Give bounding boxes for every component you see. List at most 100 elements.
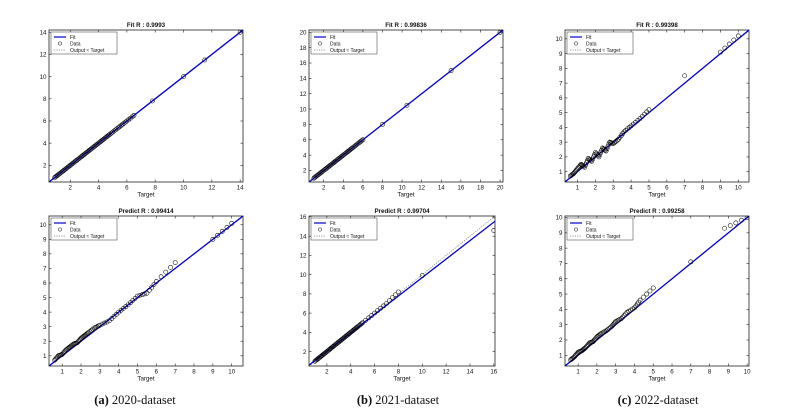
data-point (384, 301, 389, 306)
y-tick-label: 1 (559, 169, 563, 176)
y-tick-label: 8 (559, 66, 563, 73)
data-point (605, 327, 611, 333)
data-point (448, 68, 454, 74)
y-tick-label: 14 (300, 76, 307, 83)
legend-fit-label: Fit (70, 221, 76, 227)
data-point (116, 125, 121, 131)
x-tick-label: 4 (97, 185, 101, 192)
y-tick-label: 7 (559, 261, 563, 268)
data-point (144, 290, 150, 296)
data-point (581, 346, 587, 352)
x-tick-label: 8 (397, 369, 401, 376)
data-point (139, 292, 145, 298)
legend-box (50, 31, 118, 55)
data-point (89, 327, 94, 333)
data-point (641, 294, 646, 300)
data-point (62, 166, 68, 172)
data-point (390, 295, 395, 301)
legend-data-label: Data (586, 228, 597, 234)
y-tick-label: 6 (303, 310, 307, 317)
x-tick-label: 14 (237, 185, 244, 192)
data-point (67, 163, 72, 169)
data-point (419, 273, 425, 278)
y-tick-label: 7 (43, 266, 47, 273)
legend-data-swatch (318, 41, 322, 46)
data-point (570, 355, 575, 361)
chart-panel-3: Fit R : 0.99398 1 2 3 4 5 6 7 8 9 10 1 2 3 4 5 6 7 8 9 10 Tar… (556, 22, 750, 199)
y-tick-label: 8 (43, 96, 47, 103)
data-point (75, 156, 81, 162)
y-tick-label: 10 (556, 215, 563, 222)
legend-data-swatch (574, 41, 578, 46)
caption-a-text: 2020-dataset (111, 393, 176, 407)
y-tick-label: 9 (559, 51, 563, 58)
y-tick-label: 3 (43, 324, 47, 331)
data-point (58, 170, 64, 175)
data-point (359, 138, 365, 144)
data-point (601, 147, 607, 152)
legend-identity-label: Output ≈ Target (70, 234, 105, 240)
legend-box (310, 217, 378, 241)
data-point (584, 160, 589, 166)
y-tick-label: 2 (43, 338, 47, 345)
y-tick-label: 4 (559, 125, 563, 132)
data-point (210, 236, 216, 242)
x-axis-label: Target (137, 192, 154, 199)
data-point (99, 321, 105, 327)
x-axis-label: Target (648, 376, 665, 383)
chart-panel-1: Fit R : 0.9993 2 4 6 8 10 12 14 2 4 6 8 10 12 14 Target… (40, 22, 245, 199)
data-point (727, 223, 733, 228)
x-tick-label: 10 (180, 185, 187, 192)
data-point (387, 298, 392, 303)
data-point (92, 143, 98, 149)
y-tick-label: 14 (300, 233, 307, 240)
data-point (219, 228, 225, 234)
data-point (605, 144, 611, 149)
data-point (623, 311, 628, 317)
data-point (497, 30, 503, 35)
caption-c-text: 2022-dataset (634, 393, 699, 407)
x-tick-label: 6 (665, 185, 669, 192)
x-tick-label: 8 (708, 369, 712, 376)
data-point (202, 57, 208, 63)
caption-a: (a) 2020-dataset (55, 393, 215, 408)
x-tick-label: 6 (670, 369, 674, 376)
data-point (54, 173, 60, 179)
data-point (129, 114, 135, 120)
data-point (137, 292, 143, 298)
y-tick-label: 3 (559, 139, 563, 146)
x-tick-label: 4 (117, 369, 121, 376)
y-tick-label: 18 (300, 45, 307, 52)
data-point (348, 146, 354, 152)
x-tick-label: 10 (735, 185, 742, 192)
x-tick-label: 6 (155, 369, 159, 376)
data-point (237, 30, 243, 35)
data-point (132, 295, 138, 301)
y-tick-label: 6 (559, 95, 563, 102)
data-point (583, 162, 588, 168)
legend-identity-label: Output ≈ Target (586, 48, 621, 54)
x-tick-label: 8 (381, 185, 385, 192)
x-tick-label: 7 (683, 185, 687, 192)
legend-fit-label: Fit (586, 221, 592, 227)
data-point (172, 260, 178, 265)
data-point (123, 304, 129, 310)
data-point (731, 37, 737, 43)
data-point (329, 161, 334, 167)
legend-box (566, 31, 634, 55)
x-tick-label: 8 (153, 185, 157, 192)
legend-box (566, 217, 634, 241)
y-tick-label: 6 (303, 137, 307, 144)
y-tick-label: 2 (303, 349, 307, 356)
data-point (153, 279, 159, 284)
data-point (722, 225, 727, 231)
x-tick-label: 1 (60, 369, 64, 376)
data-point (54, 355, 59, 361)
data-point (215, 232, 220, 238)
data-point (224, 224, 230, 230)
y-tick-label: 8 (559, 245, 563, 252)
x-tick-label: 3 (98, 369, 102, 376)
data-point (718, 49, 723, 55)
data-point (739, 217, 744, 223)
